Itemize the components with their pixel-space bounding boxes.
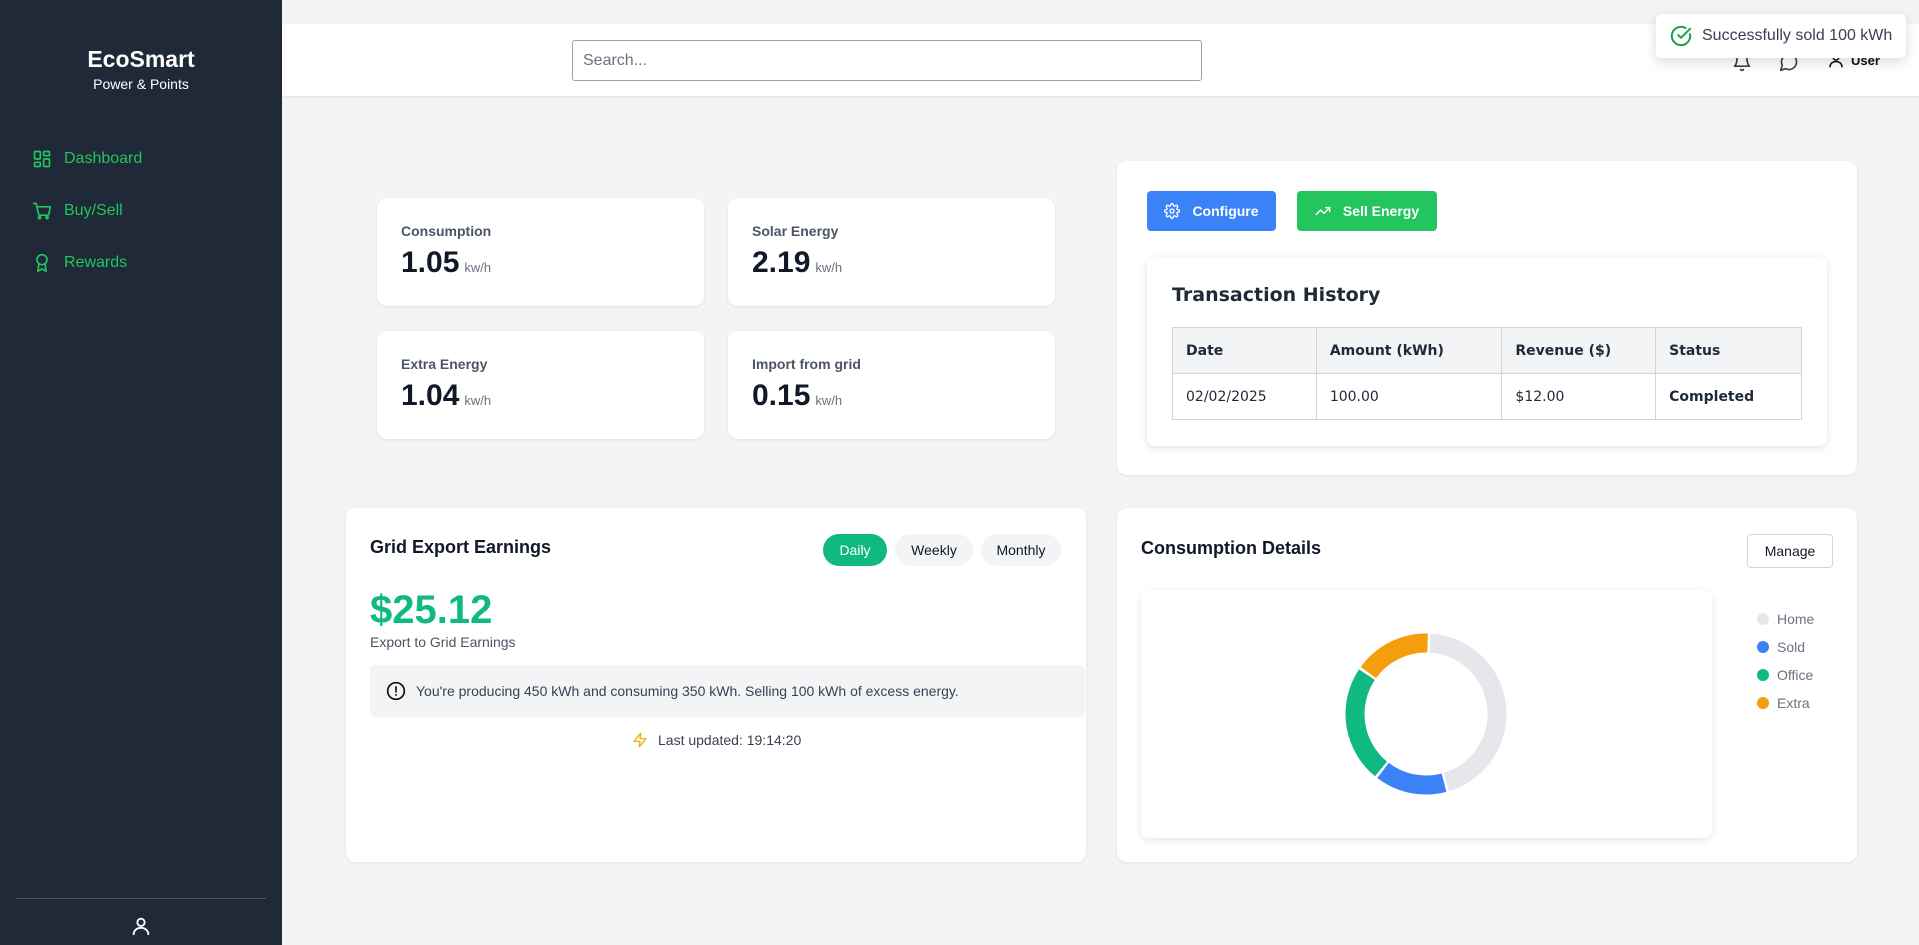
info-box: You're producing 450 kWh and consuming 3… xyxy=(370,665,1085,717)
sidebar-item-label: Rewards xyxy=(64,254,128,271)
transaction-history-title: Transaction History xyxy=(1172,284,1381,306)
legend-label: Extra xyxy=(1777,695,1810,711)
alert-circle-icon xyxy=(386,681,406,701)
top-bar: User xyxy=(282,24,1919,97)
legend-label: Home xyxy=(1777,611,1815,627)
dashboard-grid-icon xyxy=(33,150,51,168)
stat-unit: kw/h xyxy=(815,260,843,275)
earnings-title: Grid Export Earnings xyxy=(370,537,552,557)
cell-amount: 100.00 xyxy=(1315,373,1503,420)
earnings-amount: $25.12 xyxy=(370,588,493,632)
brand: EcoSmart Power & Points xyxy=(0,46,282,92)
consumption-card: Consumption Details Manage Home Sold Off… xyxy=(1117,508,1857,862)
donut-segment-home xyxy=(1429,633,1507,792)
stat-card-consumption: Consumption 1.05 kw/h xyxy=(377,198,704,306)
stat-card-solar: Solar Energy 2.19 kw/h xyxy=(728,198,1055,306)
success-toast: Successfully sold 100 kWh xyxy=(1656,14,1906,58)
sidebar-divider xyxy=(16,898,266,899)
brand-subtitle: Power & Points xyxy=(93,76,189,92)
last-updated-text: Last updated: 19:14:20 xyxy=(658,732,802,748)
transaction-table: Date Amount (kWh) Revenue ($) Status 02/… xyxy=(1172,327,1802,420)
sidebar-item-label: Dashboard xyxy=(64,150,143,167)
sell-energy-button[interactable]: Sell Energy xyxy=(1297,191,1437,231)
user-icon[interactable] xyxy=(130,915,152,937)
sidebar: EcoSmart Power & Points Dashboard Buy/Se… xyxy=(0,0,282,945)
donut-chart xyxy=(1345,633,1507,795)
legend-dot xyxy=(1757,613,1769,625)
stat-label: Extra Energy xyxy=(401,356,488,372)
earnings-card: Grid Export Earnings Daily Weekly Monthl… xyxy=(346,508,1086,862)
legend-dot xyxy=(1757,697,1769,709)
cell-date: 02/02/2025 xyxy=(1172,373,1317,420)
trending-up-icon xyxy=(1315,206,1331,216)
table-row[interactable]: 02/02/2025 100.00 $12.00 Completed xyxy=(1172,373,1802,420)
sidebar-item-buy-sell[interactable]: Buy/Sell xyxy=(32,201,123,221)
stat-label: Import from grid xyxy=(752,356,861,372)
legend-item-extra: Extra xyxy=(1757,689,1814,717)
cart-icon xyxy=(32,202,52,220)
stat-label: Solar Energy xyxy=(752,223,839,239)
tab-daily[interactable]: Daily xyxy=(823,534,887,566)
lightning-icon xyxy=(633,732,647,748)
manage-button[interactable]: Manage xyxy=(1747,534,1833,568)
legend-label: Sold xyxy=(1777,639,1806,655)
donut-segment-extra xyxy=(1360,633,1428,679)
legend-dot xyxy=(1757,669,1769,681)
configure-button[interactable]: Configure xyxy=(1147,191,1276,231)
column-header-amount: Amount (kWh) xyxy=(1315,327,1503,374)
toast-message: Successfully sold 100 kWh xyxy=(1702,27,1893,44)
legend-dot xyxy=(1757,641,1769,653)
transaction-history-card: Transaction History Date Amount (kWh) Re… xyxy=(1147,257,1827,446)
info-text: You're producing 450 kWh and consuming 3… xyxy=(416,683,959,699)
search-input[interactable] xyxy=(572,40,1202,81)
consumption-title: Consumption Details xyxy=(1141,538,1322,558)
tab-monthly[interactable]: Monthly xyxy=(981,534,1061,566)
table-header-row: Date Amount (kWh) Revenue ($) Status xyxy=(1172,327,1802,374)
column-header-status: Status xyxy=(1655,327,1802,374)
legend-item-sold: Sold xyxy=(1757,633,1814,661)
chart-legend: Home Sold Office Extra xyxy=(1757,605,1814,717)
brand-title: EcoSmart xyxy=(87,46,195,72)
cell-status: Completed xyxy=(1655,373,1802,420)
award-icon xyxy=(36,253,48,273)
donut-segment-office xyxy=(1345,669,1388,777)
stat-value: 0.15 xyxy=(752,379,811,412)
configure-label: Configure xyxy=(1192,203,1259,219)
last-updated: Last updated: 19:14:20 xyxy=(632,732,801,748)
stat-card-import: Import from grid 0.15 kw/h xyxy=(728,331,1055,439)
transaction-panel: Configure Sell Energy Transaction Histor… xyxy=(1117,161,1857,475)
earnings-subtitle: Export to Grid Earnings xyxy=(370,634,516,650)
sidebar-item-dashboard[interactable]: Dashboard xyxy=(32,149,142,169)
donut-segment-sold xyxy=(1377,762,1447,795)
legend-item-office: Office xyxy=(1757,661,1814,689)
sell-energy-label: Sell Energy xyxy=(1342,203,1420,219)
check-circle-icon xyxy=(1670,25,1692,47)
sidebar-item-label: Buy/Sell xyxy=(64,202,123,219)
stat-unit: kw/h xyxy=(464,260,492,275)
stat-value: 2.19 xyxy=(752,246,811,279)
cell-revenue: $12.00 xyxy=(1501,373,1657,420)
stat-value: 1.05 xyxy=(401,246,460,279)
stat-unit: kw/h xyxy=(815,393,843,408)
donut-chart-panel xyxy=(1141,590,1712,838)
gear-icon xyxy=(1164,203,1181,219)
sidebar-item-rewards[interactable]: Rewards xyxy=(32,253,127,273)
stat-label: Consumption xyxy=(401,223,492,239)
legend-label: Office xyxy=(1777,667,1814,683)
tab-weekly[interactable]: Weekly xyxy=(895,534,973,566)
stat-unit: kw/h xyxy=(464,393,492,408)
stat-value: 1.04 xyxy=(401,379,460,412)
column-header-date: Date xyxy=(1172,327,1317,374)
legend-item-home: Home xyxy=(1757,605,1814,633)
column-header-revenue: Revenue ($) xyxy=(1501,327,1657,374)
stat-card-extra: Extra Energy 1.04 kw/h xyxy=(377,331,704,439)
